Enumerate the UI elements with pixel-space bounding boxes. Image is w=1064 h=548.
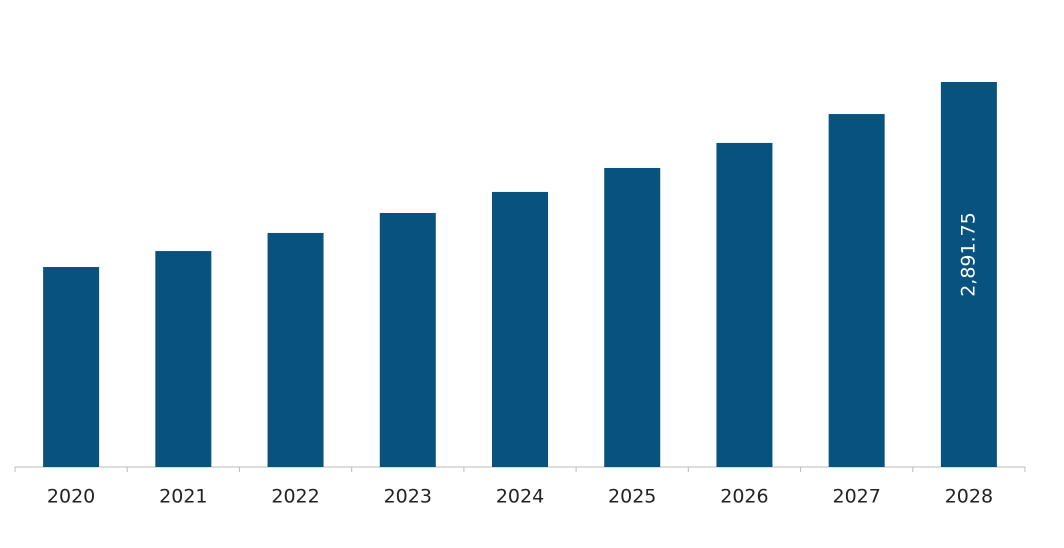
x-tick-label: 2021: [159, 486, 207, 508]
bar: [379, 212, 436, 467]
x-tick-label: 2023: [384, 486, 432, 508]
bar: [267, 232, 324, 467]
bar: [828, 114, 885, 467]
x-tick-label: 2025: [608, 486, 656, 508]
x-tick-label: 2027: [832, 486, 880, 508]
bar: [604, 167, 661, 468]
bar: [492, 191, 548, 468]
value-label: 2,891.75: [957, 212, 979, 297]
bar: [155, 251, 212, 467]
x-tick-label: 2020: [47, 486, 95, 508]
x-tick-label: 2024: [496, 486, 544, 508]
x-tick-label: 2026: [720, 486, 768, 508]
x-tick-label: 2022: [271, 486, 319, 508]
bar: [716, 142, 773, 467]
bar: [940, 82, 997, 467]
x-tick-label: 2028: [945, 486, 993, 508]
bar: [43, 267, 100, 467]
